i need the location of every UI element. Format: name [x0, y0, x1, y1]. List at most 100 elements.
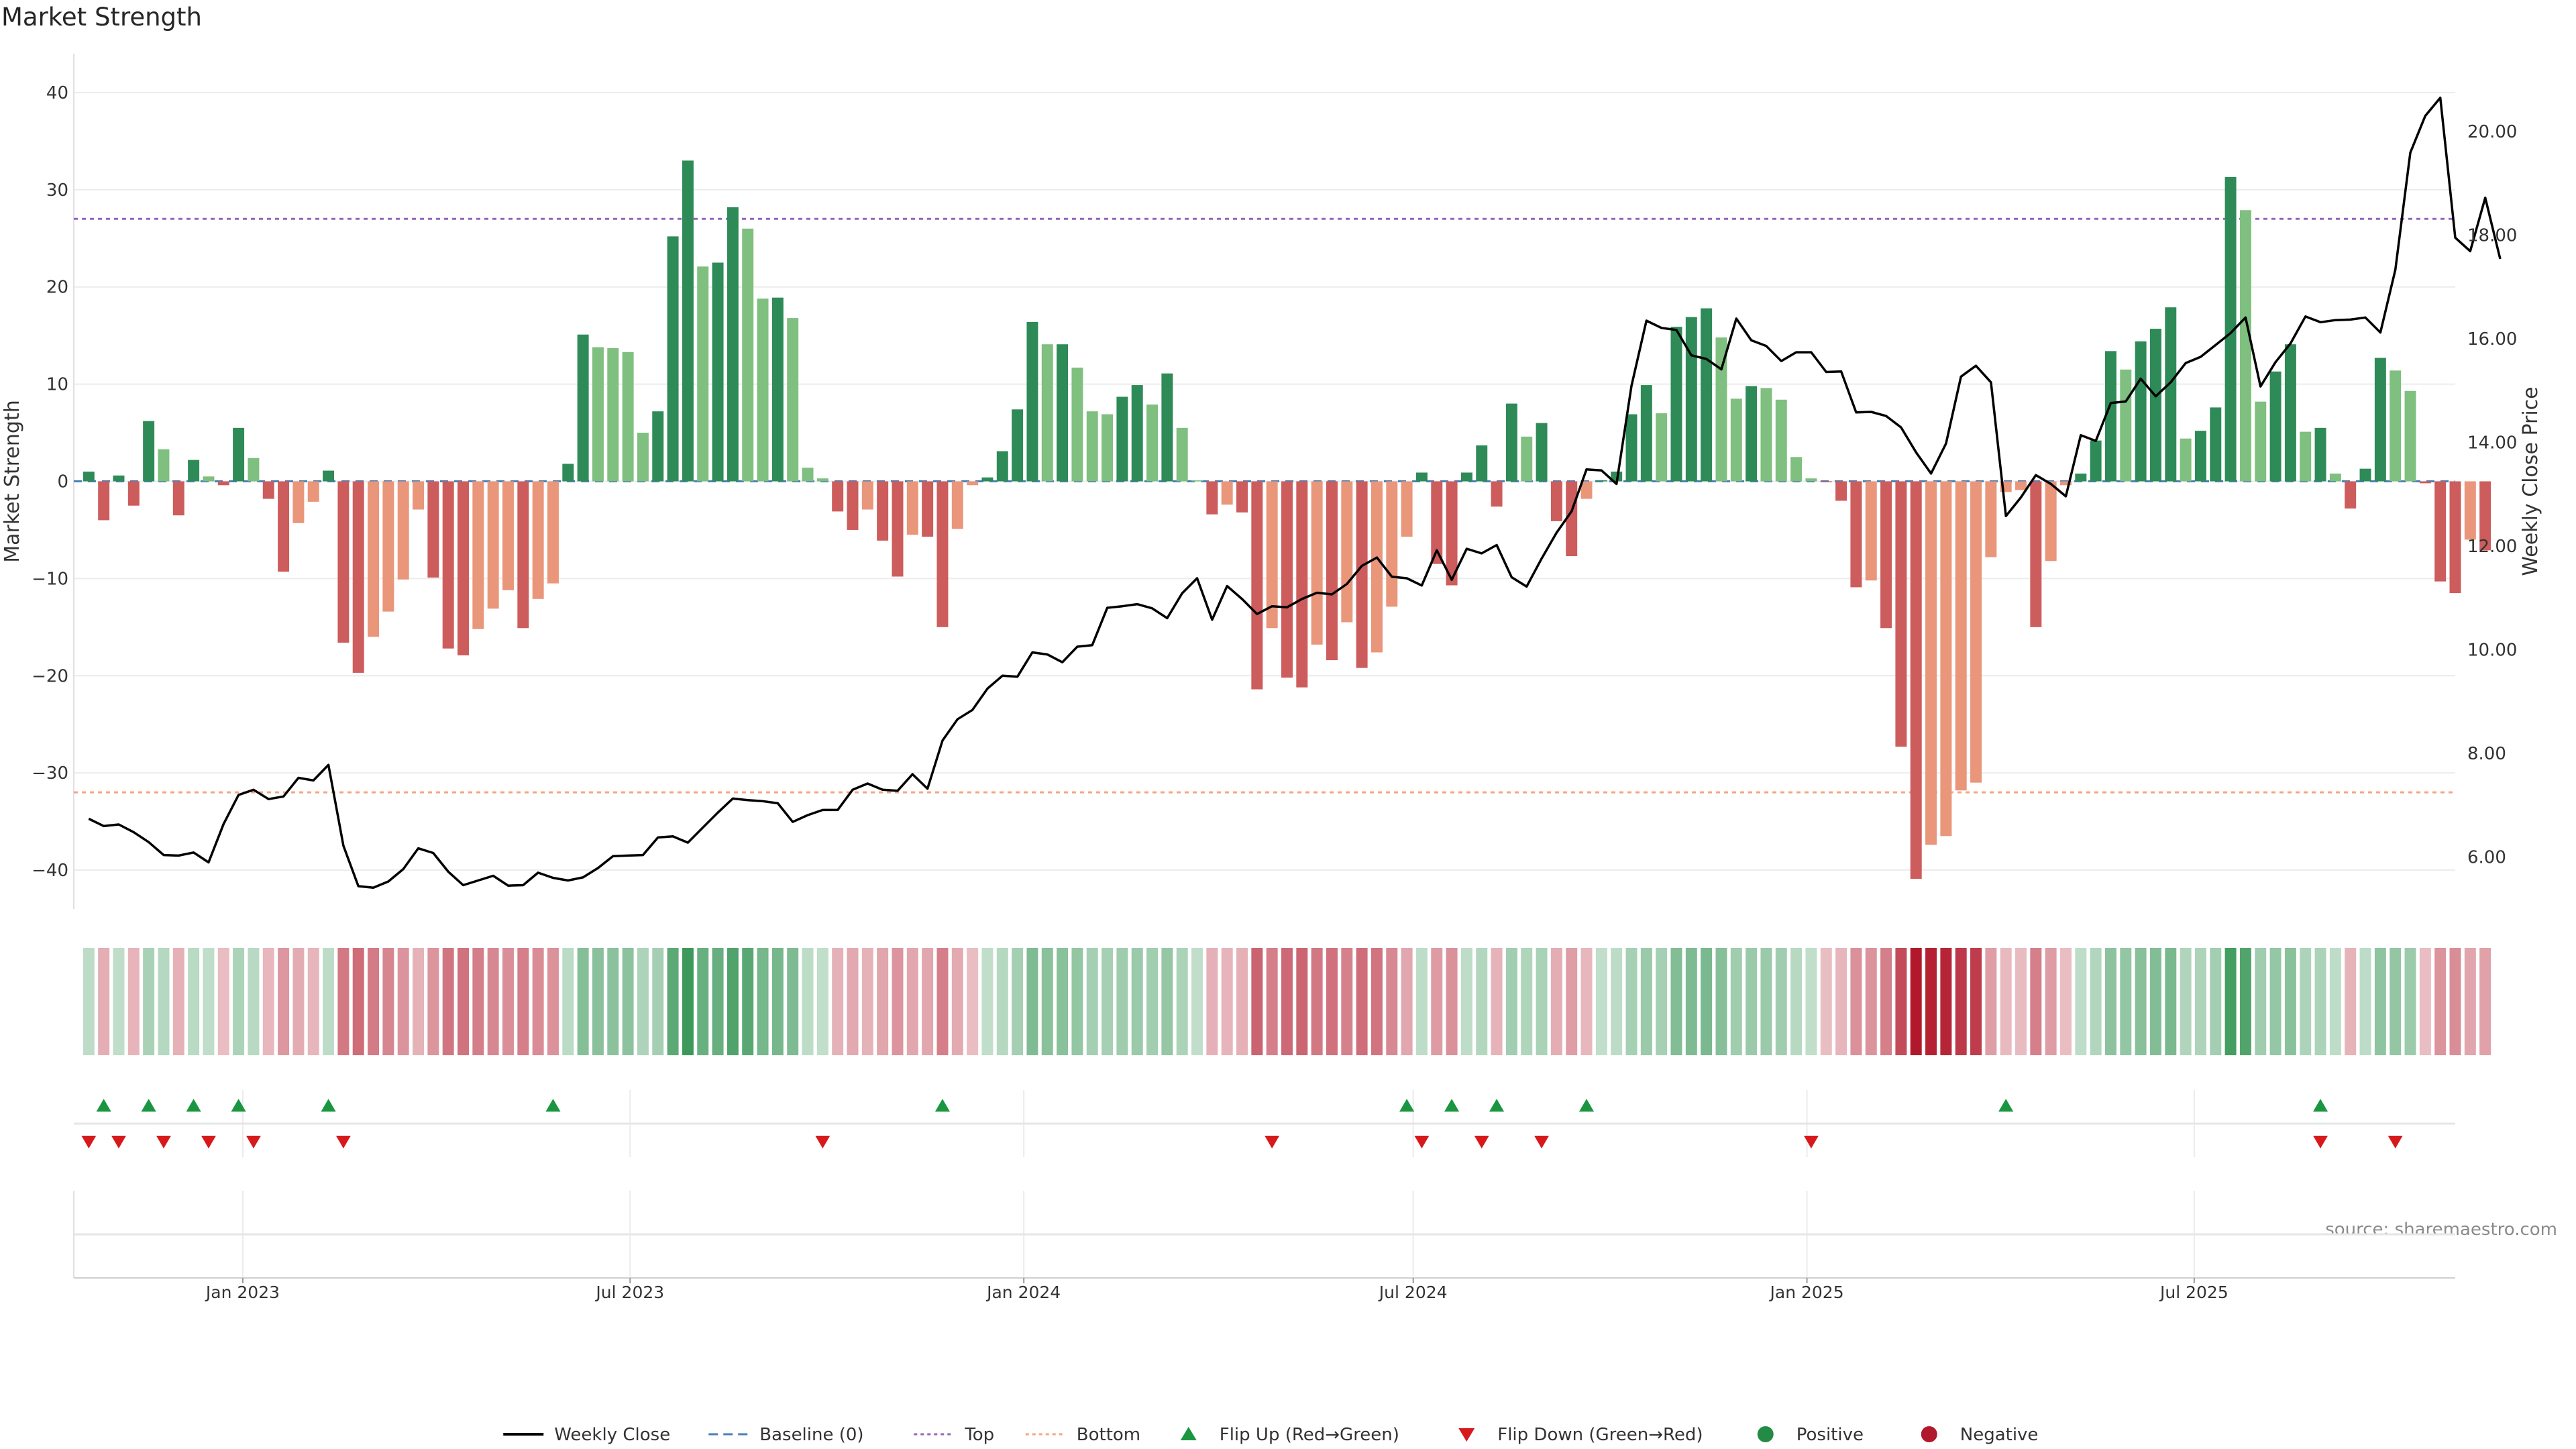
- y-right-tick-label: 10.00: [2467, 641, 2517, 661]
- strength-bar: [847, 481, 859, 530]
- strength-bar: [712, 262, 724, 482]
- heat-band-cell: [1041, 948, 1053, 1055]
- flip-down-marker: [1803, 1136, 1819, 1148]
- heat-band-cell: [458, 948, 469, 1055]
- strength-bar: [1206, 481, 1218, 515]
- weekly-close-line: [88, 96, 2502, 890]
- strength-bar: [2269, 371, 2282, 482]
- strength-bar: [922, 481, 934, 537]
- strength-bar: [2404, 390, 2416, 482]
- strength-bar: [832, 481, 844, 512]
- heat-band-cell: [1161, 948, 1173, 1055]
- heat-band-cell: [547, 948, 559, 1055]
- flip-down-marker: [2313, 1136, 2328, 1148]
- strength-bar: [1296, 481, 1308, 688]
- legend-item: Flip Up (Red→Green): [1180, 1425, 1399, 1445]
- strength-bar: [547, 481, 559, 584]
- heat-band-cell: [2434, 948, 2447, 1055]
- heat-band-cell: [936, 948, 949, 1055]
- strength-bar: [697, 266, 709, 482]
- strength-bar: [397, 481, 409, 580]
- legend-label: Negative: [1960, 1425, 2039, 1445]
- heat-band-cell: [1176, 948, 1188, 1055]
- y-right-tick-label: 12.00: [2467, 537, 2517, 557]
- heat-band-cell: [981, 948, 994, 1055]
- heat-band-cell: [577, 948, 589, 1055]
- legend-item: Positive: [1757, 1425, 1864, 1445]
- y-left-tick-label: 20: [46, 278, 68, 298]
- flip-markers: [81, 1099, 2403, 1148]
- heat-band-cell: [248, 948, 260, 1055]
- strength-bars: [83, 160, 2491, 879]
- heat-band-cell: [1925, 948, 1937, 1055]
- heat-band-cell: [1701, 948, 1713, 1055]
- heat-band-cell: [1071, 948, 1083, 1055]
- strength-bar: [2434, 481, 2447, 582]
- heat-band-cell: [1536, 948, 1548, 1055]
- heat-band-cell: [2000, 948, 2012, 1055]
- heat-band-cell: [397, 948, 409, 1055]
- strength-bar: [2135, 341, 2147, 482]
- legend-label: Flip Up (Red→Green): [1220, 1425, 1399, 1445]
- heat-band-cell: [697, 948, 709, 1055]
- heat-band-cell: [1730, 948, 1742, 1055]
- heat-band-cell: [727, 948, 739, 1055]
- heat-band-cell: [1311, 948, 1323, 1055]
- heat-band-cell: [127, 948, 140, 1055]
- legend-label: Bottom: [1077, 1425, 1140, 1445]
- flip-down-marker: [156, 1136, 171, 1148]
- legend-label: Top: [964, 1425, 994, 1445]
- strength-bar: [2390, 370, 2402, 482]
- strength-bar: [2090, 440, 2102, 482]
- heat-band-cell: [2210, 948, 2222, 1055]
- flip-up-marker: [1489, 1099, 1505, 1112]
- strength-bar: [382, 481, 394, 612]
- grid-layer: [73, 54, 2455, 1279]
- heat-band-cell: [2104, 948, 2116, 1055]
- flip-up-marker: [186, 1099, 201, 1112]
- strength-bar: [233, 427, 245, 482]
- heat-band-cell: [637, 948, 649, 1055]
- strength-bar: [637, 433, 649, 482]
- heat-band-cell: [2314, 948, 2326, 1055]
- heat-band-cell: [307, 948, 319, 1055]
- strength-bar: [98, 481, 110, 521]
- heat-band-cell: [1670, 948, 1682, 1055]
- strength-bar: [2210, 407, 2222, 482]
- strength-bar: [1341, 481, 1353, 623]
- strength-bar: [278, 481, 290, 572]
- strength-bar: [368, 481, 380, 637]
- strength-bar: [2255, 401, 2267, 482]
- strength-bar: [1311, 481, 1323, 645]
- strength-bar: [1251, 481, 1263, 690]
- flip-up-marker: [934, 1099, 950, 1112]
- y-left-tick-label: −20: [32, 666, 68, 686]
- strength-bar: [427, 481, 439, 578]
- heat-band-cell: [532, 948, 544, 1055]
- legend-item: Top: [914, 1425, 994, 1445]
- strength-bar: [2314, 427, 2326, 482]
- heat-band-cell: [2015, 948, 2027, 1055]
- heat-band-cell: [427, 948, 439, 1055]
- heat-band-cell: [368, 948, 380, 1055]
- strength-bar: [1940, 481, 1952, 837]
- heat-band-cell: [1116, 948, 1128, 1055]
- heat-band-cell: [1746, 948, 1758, 1055]
- heat-band-cell: [502, 948, 514, 1055]
- heat-band-cell: [1940, 948, 1952, 1055]
- heat-band-cell: [1865, 948, 1877, 1055]
- legend-item: Flip Down (Green→Red): [1458, 1425, 1703, 1445]
- heat-band-cell: [2194, 948, 2206, 1055]
- heat-band-cell: [996, 948, 1008, 1055]
- flip-up-marker: [1399, 1099, 1415, 1112]
- heat-band-cell: [562, 948, 574, 1055]
- strength-bar: [1730, 398, 1742, 482]
- heat-band-cell: [1476, 948, 1488, 1055]
- strength-bar: [2030, 481, 2042, 627]
- strength-bar: [1371, 481, 1383, 653]
- heat-band-cell: [1595, 948, 1607, 1055]
- y-right-tick-label: 8.00: [2467, 744, 2506, 764]
- y-right-axis-label: Weekly Close Price: [2519, 386, 2542, 576]
- strength-bar: [1356, 481, 1368, 668]
